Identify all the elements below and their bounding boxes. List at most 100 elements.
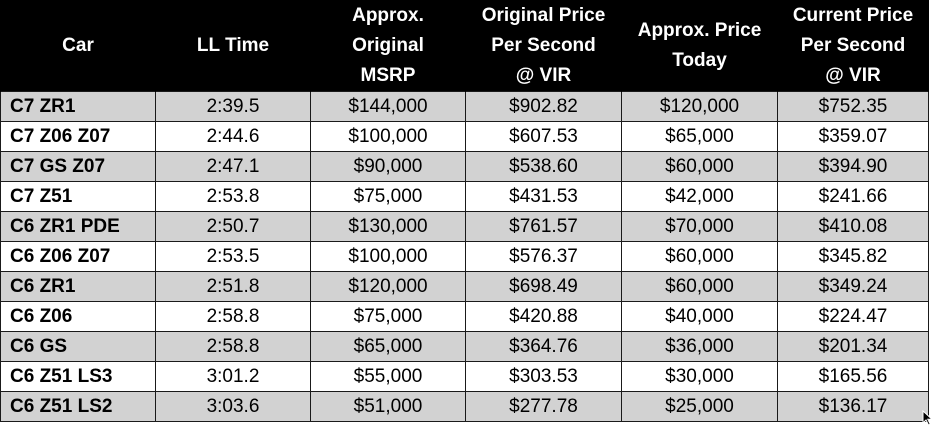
current-price-per-second-cell: $241.66	[777, 181, 929, 212]
price-today-cell: $25,000	[621, 391, 778, 422]
header-row: Car LL Time Approx. Original MSRP Original Pr…	[0, 0, 929, 92]
table-header: Car LL Time Approx. Original MSRP Original Pr…	[0, 0, 929, 92]
current-price-per-second-cell: $165.56	[777, 361, 929, 392]
car-name-cell: C6 ZR1	[0, 271, 156, 302]
table-row: C6 Z51 LS3 3:01.2 $55,000 $303.53 $30,000 $16…	[0, 361, 929, 392]
current-price-per-second-cell: $224.47	[777, 301, 929, 332]
table-row: C7 GS Z07 2:47.1 $90,000 $538.60 $60,000 $394…	[0, 151, 929, 182]
table-row: C6 Z06 Z07 2:53.5 $100,000 $576.37 $60,000 $3…	[0, 241, 929, 272]
original-price-per-second-cell: $698.49	[465, 271, 622, 302]
price-today-cell: $60,000	[621, 271, 778, 302]
original-price-per-second-cell: $431.53	[465, 181, 622, 212]
column-header-line: LL Time	[196, 34, 270, 56]
column-header-line: Original Price	[481, 4, 606, 26]
car-name-cell: C7 GS Z07	[0, 151, 156, 182]
column-header-line: Current Price	[792, 4, 914, 26]
lap-time-cell: 2:47.1	[155, 151, 311, 182]
current-price-per-second-cell: $752.35	[777, 91, 929, 122]
column-header: Car	[0, 0, 156, 92]
price-today-cell: $30,000	[621, 361, 778, 392]
lap-time-cell: 2:51.8	[155, 271, 311, 302]
original-price-per-second-cell: $576.37	[465, 241, 622, 272]
lap-time-cell: 2:58.8	[155, 301, 311, 332]
table-row: C7 Z51 2:53.8 $75,000 $431.53 $42,000 $241.66	[0, 181, 929, 212]
column-header-line: Approx.	[352, 4, 424, 26]
car-name-cell: C7 Z06 Z07	[0, 121, 156, 152]
original-msrp-cell: $55,000	[310, 361, 466, 392]
column-header-line: Today	[672, 49, 727, 71]
car-name-cell: C6 Z51 LS3	[0, 361, 156, 392]
original-msrp-cell: $100,000	[310, 121, 466, 152]
table-body: C7 ZR1 2:39.5 $144,000 $902.82 $120,000 $752.…	[0, 91, 929, 422]
price-today-cell: $60,000	[621, 241, 778, 272]
column-header-line: @ VIR	[515, 64, 572, 86]
column-header-line: MSRP	[360, 64, 416, 86]
table-row: C6 Z51 LS2 3:03.6 $51,000 $277.78 $25,000 $13…	[0, 391, 929, 422]
car-name-cell: C7 Z51	[0, 181, 156, 212]
original-price-per-second-cell: $420.88	[465, 301, 622, 332]
mouse-pointer-icon	[922, 410, 934, 426]
car-name-cell: C6 Z06 Z07	[0, 241, 156, 272]
table-row: C6 GS 2:58.8 $65,000 $364.76 $36,000 $201.34	[0, 331, 929, 362]
lap-time-cell: 2:50.7	[155, 211, 311, 242]
table-row: C7 Z06 Z07 2:44.6 $100,000 $607.53 $65,000 $3…	[0, 121, 929, 152]
column-header: Original Price Per Second @ VIR	[465, 0, 622, 92]
price-today-cell: $65,000	[621, 121, 778, 152]
current-price-per-second-cell: $410.08	[777, 211, 929, 242]
column-header: Approx. Original MSRP	[310, 0, 466, 92]
column-header-line: Per Second	[491, 34, 596, 56]
current-price-per-second-cell: $394.90	[777, 151, 929, 182]
car-name-cell: C6 Z06	[0, 301, 156, 332]
current-price-per-second-cell: $349.24	[777, 271, 929, 302]
lap-time-cell: 2:53.8	[155, 181, 311, 212]
lap-time-cell: 3:01.2	[155, 361, 311, 392]
current-price-per-second-cell: $345.82	[777, 241, 929, 272]
price-today-cell: $60,000	[621, 151, 778, 182]
column-header: LL Time	[155, 0, 311, 92]
column-header: Approx. Price Today	[621, 0, 778, 92]
original-price-per-second-cell: $277.78	[465, 391, 622, 422]
car-name-cell: C6 GS	[0, 331, 156, 362]
original-msrp-cell: $75,000	[310, 181, 466, 212]
lap-time-cell: 2:44.6	[155, 121, 311, 152]
column-header-line: Approx. Price	[637, 19, 762, 41]
original-price-per-second-cell: $902.82	[465, 91, 622, 122]
original-msrp-cell: $100,000	[310, 241, 466, 272]
original-msrp-cell: $144,000	[310, 91, 466, 122]
original-msrp-cell: $120,000	[310, 271, 466, 302]
original-msrp-cell: $90,000	[310, 151, 466, 182]
lap-time-cell: 2:58.8	[155, 331, 311, 362]
lap-time-cell: 2:53.5	[155, 241, 311, 272]
current-price-per-second-cell: $136.17	[777, 391, 929, 422]
price-today-cell: $70,000	[621, 211, 778, 242]
current-price-per-second-cell: $201.34	[777, 331, 929, 362]
current-price-per-second-cell: $359.07	[777, 121, 929, 152]
column-header-line: Original	[352, 34, 424, 56]
column-header-line: Per Second	[800, 34, 906, 56]
original-price-per-second-cell: $364.76	[465, 331, 622, 362]
price-today-cell: $120,000	[621, 91, 778, 122]
original-msrp-cell: $65,000	[310, 331, 466, 362]
original-msrp-cell: $51,000	[310, 391, 466, 422]
table-row: C6 ZR1 PDE 2:50.7 $130,000 $761.57 $70,000 $4…	[0, 211, 929, 242]
price-today-cell: $36,000	[621, 331, 778, 362]
table-row: C6 ZR1 2:51.8 $120,000 $698.49 $60,000 $349.2…	[0, 271, 929, 302]
original-price-per-second-cell: $303.53	[465, 361, 622, 392]
original-msrp-cell: $75,000	[310, 301, 466, 332]
column-header-line: @ VIR	[825, 64, 881, 86]
original-price-per-second-cell: $538.60	[465, 151, 622, 182]
table-row: C6 Z06 2:58.8 $75,000 $420.88 $40,000 $224.47	[0, 301, 929, 332]
column-header-line: Car	[62, 34, 94, 56]
price-today-cell: $40,000	[621, 301, 778, 332]
car-name-cell: C6 Z51 LS2	[0, 391, 156, 422]
car-name-cell: C7 ZR1	[0, 91, 156, 122]
original-price-per-second-cell: $607.53	[465, 121, 622, 152]
column-header: Current Price Per Second @ VIR	[777, 0, 929, 92]
car-name-cell: C6 ZR1 PDE	[0, 211, 156, 242]
price-today-cell: $42,000	[621, 181, 778, 212]
table-row: C7 ZR1 2:39.5 $144,000 $902.82 $120,000 $752.…	[0, 91, 929, 122]
original-msrp-cell: $130,000	[310, 211, 466, 242]
lap-time-cell: 3:03.6	[155, 391, 311, 422]
original-price-per-second-cell: $761.57	[465, 211, 622, 242]
